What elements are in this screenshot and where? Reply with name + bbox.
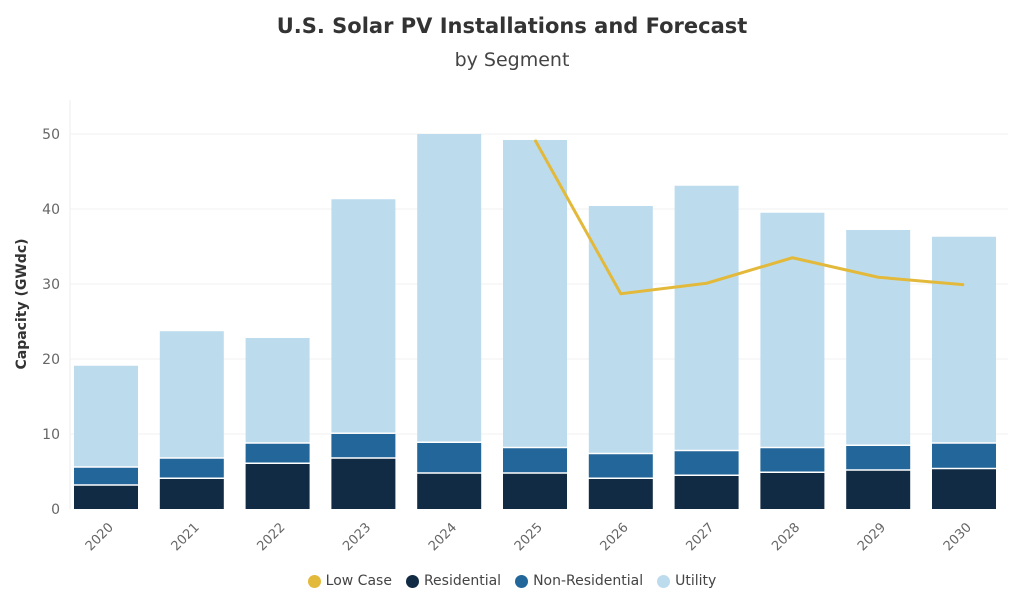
bar-non-residential-2026 xyxy=(588,454,653,478)
bar-utility-2029 xyxy=(846,230,911,445)
bar-utility-2021 xyxy=(159,331,224,458)
bar-non-residential-2030 xyxy=(932,443,996,468)
bar-non-residential-2023 xyxy=(331,434,396,458)
bar-residential-2028 xyxy=(760,473,825,509)
x-tick-label: 2021 xyxy=(169,520,203,554)
chart-title: U.S. Solar PV Installations and Forecast xyxy=(276,14,748,38)
bar-residential-2027 xyxy=(674,476,739,509)
bar-non-residential-2027 xyxy=(674,451,739,475)
legend-label: Residential xyxy=(423,573,502,589)
bar-residential-2025 xyxy=(503,473,567,509)
bar-non-residential-2028 xyxy=(760,448,825,472)
y-axis-label: Capacity (GWdc) xyxy=(14,238,30,369)
bar-residential-2030 xyxy=(932,469,996,509)
legend-label: Utility xyxy=(675,573,717,589)
line-low-case xyxy=(533,139,965,296)
bar-utility-2030 xyxy=(932,236,996,443)
point-low-case-2025 xyxy=(534,139,536,141)
bar-non-residential-2022 xyxy=(245,443,310,463)
bar-non-residential-2029 xyxy=(846,446,911,470)
legend-label: Low Case xyxy=(325,573,392,589)
bar-non-residential-2024 xyxy=(417,443,482,473)
bar-utility-2022 xyxy=(245,338,310,443)
bar-utility-2027 xyxy=(674,185,739,450)
bar-utility-2025 xyxy=(503,140,567,447)
bar-residential-2024 xyxy=(417,473,482,509)
x-tick-label: 2022 xyxy=(254,520,288,554)
bar-non-residential-2021 xyxy=(159,458,224,478)
x-tick-label: 2025 xyxy=(512,520,546,554)
bar-residential-2023 xyxy=(331,458,396,509)
x-tick-label: 2023 xyxy=(340,520,374,554)
legend: Low Case Residential Non-Residential Utilit… xyxy=(0,573,1024,589)
legend-marker-icon xyxy=(405,574,419,588)
legend-label: Non-Residential xyxy=(533,573,644,589)
legend-marker-icon xyxy=(657,574,671,588)
x-tick-label: 2024 xyxy=(426,520,460,554)
y-tick-label: 10 xyxy=(42,427,60,443)
bar-utility-2024 xyxy=(417,134,482,442)
bar-residential-2026 xyxy=(588,479,653,509)
bar-utility-2023 xyxy=(331,199,396,433)
x-tick-label: 2029 xyxy=(855,520,889,554)
x-tick-label: 2028 xyxy=(769,520,803,554)
point-low-case-2028 xyxy=(791,257,793,259)
legend-item-residential[interactable]: Residential xyxy=(405,573,502,589)
legend-item-low-case[interactable]: Low Case xyxy=(307,573,392,589)
x-tick-label: 2020 xyxy=(83,520,117,554)
bar-residential-2020 xyxy=(74,485,138,509)
x-tick-label: 2026 xyxy=(598,520,632,554)
bar-residential-2022 xyxy=(245,464,310,509)
legend-item-non-residential[interactable]: Non-Residential xyxy=(515,573,643,589)
legend-item-utility[interactable]: Utility xyxy=(657,573,716,589)
x-tick-label: 2027 xyxy=(683,520,717,554)
x-tick-label: 2030 xyxy=(941,520,975,554)
chart-subtitle: by Segment xyxy=(454,49,570,71)
bar-non-residential-2025 xyxy=(503,448,567,473)
bar-residential-2021 xyxy=(159,479,224,509)
point-low-case-2026 xyxy=(620,293,622,295)
y-tick-label: 50 xyxy=(42,127,60,143)
legend-marker-icon xyxy=(307,574,321,588)
point-low-case-2029 xyxy=(877,276,879,278)
y-tick-label: 0 xyxy=(51,502,60,518)
point-low-case-2027 xyxy=(706,282,708,284)
point-low-case-2030 xyxy=(963,284,965,286)
bar-utility-2026 xyxy=(588,206,653,453)
bar-utility-2020 xyxy=(74,365,138,467)
bar-utility-2028 xyxy=(760,212,825,447)
bar-residential-2029 xyxy=(846,470,911,509)
y-tick-label: 30 xyxy=(42,277,60,293)
bar-non-residential-2020 xyxy=(74,467,138,485)
y-tick-label: 40 xyxy=(42,202,60,218)
legend-marker-icon xyxy=(515,574,529,588)
y-tick-label: 20 xyxy=(42,352,60,368)
